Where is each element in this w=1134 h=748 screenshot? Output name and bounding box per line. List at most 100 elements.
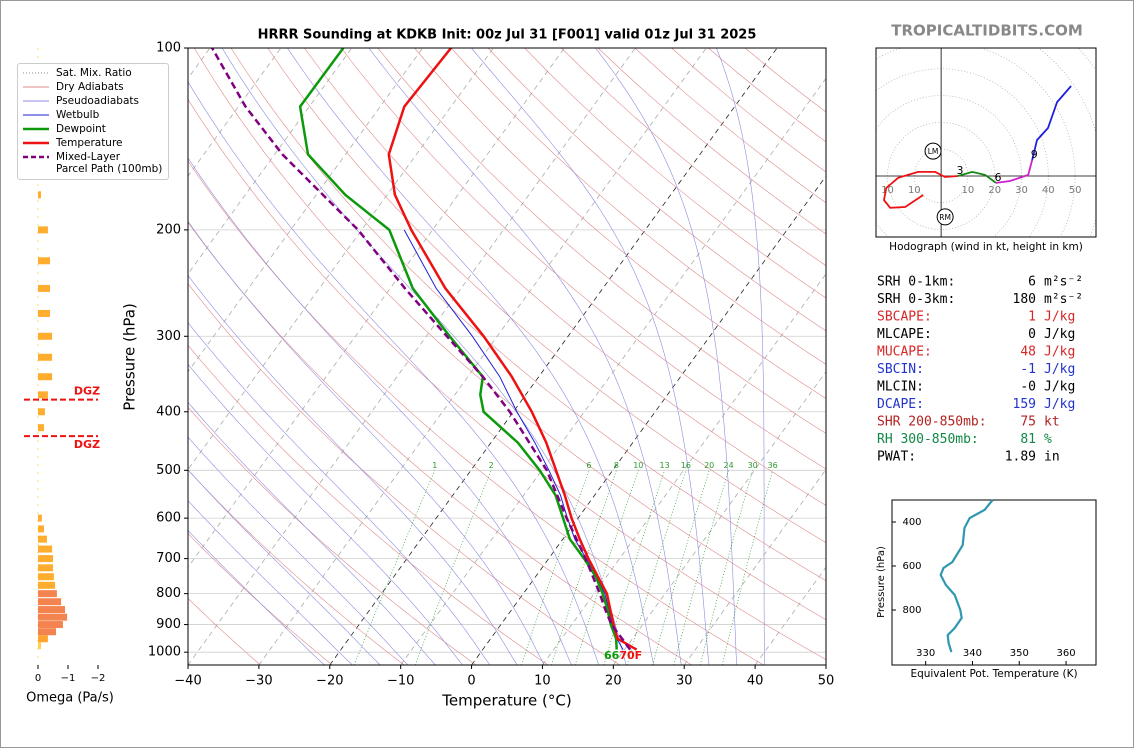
y-tick-label: 600 (156, 511, 181, 526)
hodograph-tick-label: 10 (962, 185, 975, 196)
dry-adiabat (304, 48, 826, 506)
height-label: 3 (956, 164, 963, 177)
profile-line (298, 48, 618, 650)
index-value: 0 (1028, 327, 1036, 342)
mixing-ratio-line (626, 470, 687, 665)
dry-adiabat (188, 406, 477, 665)
theta-y-label: Pressure (hPa) (876, 546, 887, 618)
dry-adiabat (230, 48, 826, 582)
pseudoadiabat (188, 274, 518, 665)
x-tick-label: 10 (534, 674, 551, 689)
index-label: SBCIN: (877, 362, 924, 377)
index-label: DCAPE: (877, 397, 924, 412)
mixing-ratio-label: 10 (633, 461, 643, 470)
mixing-ratio-label: 6 (586, 461, 591, 470)
pseudoadiabat (287, 48, 654, 665)
omega-bar (38, 621, 63, 629)
plot-frame (187, 47, 827, 666)
legend-label: Wetbulb (56, 109, 100, 121)
mixing-ratio-label: 36 (768, 461, 778, 470)
mixing-ratio-line (652, 470, 710, 665)
x-tick-label: 0 (467, 674, 475, 689)
omega-bar (38, 590, 57, 598)
omega-bar (38, 535, 47, 543)
hodograph-tick-label: 10 (908, 185, 921, 196)
pseudoadiabat (188, 401, 436, 665)
dry-adiabat (451, 48, 826, 365)
pseudoadiabat (188, 81, 600, 665)
omega-bar (38, 581, 56, 589)
y-tick-label: 300 (156, 329, 181, 344)
storm-motion-marker (936, 208, 954, 226)
isotherm (471, 175, 826, 665)
pseudoadiabat (716, 48, 766, 665)
profile-line (211, 48, 632, 651)
pseudoadiabat (188, 322, 491, 665)
index-label: SBCAPE: (877, 310, 932, 325)
hodograph-line (995, 159, 1034, 184)
isotherm (188, 48, 565, 568)
dry-adiabat (188, 597, 261, 665)
dgz-label: DGZ (74, 385, 100, 398)
y-tick-label: 100 (156, 41, 181, 56)
x-tick-label: 50 (818, 674, 835, 689)
index-unit: kt (1044, 415, 1060, 430)
hodograph-tick-label: 50 (1069, 185, 1082, 196)
storm-motion-marker (924, 142, 942, 160)
index-value: 81 (1020, 432, 1036, 447)
x-tick-label: −10 (387, 674, 414, 689)
x-axis-label: Temperature (°C) (441, 692, 571, 710)
index-value: 1 (1028, 310, 1036, 325)
index-unit: m²s⁻² (1044, 275, 1083, 290)
isotherm (258, 48, 707, 665)
omega-bar (38, 642, 41, 650)
mixing-ratio-label: 1 (432, 461, 437, 470)
hodograph-area: 10 10 10 20 30 40 50 3 6 9 LM RM (876, 48, 1096, 237)
index-unit: J/kg (1044, 345, 1075, 360)
omega-bar (38, 635, 48, 643)
index-label: SHR 200-850mb: (877, 415, 987, 430)
index-label: MUCAPE: (877, 345, 932, 360)
y-tick-label: 900 (156, 617, 181, 632)
index-unit: J/kg (1044, 310, 1075, 325)
mixing-ratio-label: 20 (704, 461, 714, 470)
pseudoadiabat (188, 500, 353, 665)
legend-swatch (23, 100, 49, 102)
isotherm (400, 77, 826, 665)
mixing-ratio-label: 13 (659, 461, 669, 470)
legend-label: Temperature (56, 137, 123, 149)
omega-bar (38, 353, 53, 361)
hodograph-tick-label: 30 (1015, 185, 1028, 196)
surface-label: 66 (604, 649, 620, 662)
omega-bar (38, 525, 44, 533)
x-tick-label: −40 (174, 674, 201, 689)
dry-adiabat (188, 344, 549, 665)
index-value: -0 (1020, 380, 1036, 395)
omega-bar (38, 408, 45, 416)
x-tick-label: 20 (605, 674, 622, 689)
legend-swatch (23, 114, 49, 116)
omega-tick-label: −2 (91, 673, 106, 684)
mixing-ratio-label: 2 (489, 461, 494, 470)
dgz-label: DGZ (74, 438, 100, 451)
x-tick-label: −20 (316, 674, 343, 689)
omega-bar (38, 514, 42, 522)
index-value: 159 (1013, 397, 1036, 412)
theta-y-tick-label: 800 (902, 605, 921, 616)
pseudoadiabat (188, 363, 463, 665)
hodograph-line (883, 171, 959, 209)
dry-adiabat (340, 48, 826, 470)
pseudoadiabat (188, 436, 409, 665)
dry-adiabat (267, 48, 826, 544)
index-label: SRH 0-3km: (877, 292, 955, 307)
hodograph-line (1031, 85, 1072, 161)
pseudoadiabat (188, 469, 381, 665)
isotherm (825, 664, 826, 665)
y-tick-label: 200 (156, 222, 181, 237)
surface-labels: 6670F (604, 649, 642, 662)
index-unit: J/kg (1044, 397, 1075, 412)
index-value: 6 (1028, 275, 1036, 290)
height-label: 6 (995, 171, 1002, 184)
